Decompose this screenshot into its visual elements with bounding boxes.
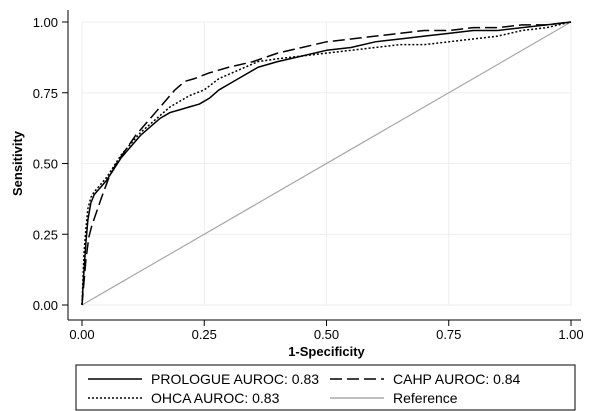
legend-label: OHCA AUROC: 0.83 xyxy=(151,390,280,406)
x-tick-label: 0.75 xyxy=(436,327,461,342)
x-tick-label: 0.25 xyxy=(192,327,217,342)
roc-curve-1 xyxy=(81,21,572,306)
y-tick-label: 1.00 xyxy=(33,15,58,30)
x-axis-title: 1-Specificity xyxy=(288,344,365,359)
y-tick-label: 0.75 xyxy=(33,86,58,101)
reference-layer xyxy=(81,21,572,306)
roc-curve-2 xyxy=(81,21,572,306)
axes: 0.00 0.25 0.50 0.75 1.00 0.00 0.25 0.50 0.75 1.00 xyxy=(33,10,584,342)
legend: PROLOGUE AUROC: 0.83 CAHP AUROC: 0.84 OHCA… xyxy=(75,364,576,411)
y-tick-label: 0.00 xyxy=(33,298,58,313)
grid-lines xyxy=(68,10,581,320)
x-tick-label: 1.00 xyxy=(558,327,583,342)
legend-label: Reference xyxy=(393,390,458,406)
legend-box xyxy=(75,364,576,411)
legend-label: PROLOGUE AUROC: 0.83 xyxy=(151,371,319,387)
roc-curve-0 xyxy=(81,21,572,306)
x-tick-label: 0.00 xyxy=(69,327,94,342)
y-tick-label: 0.50 xyxy=(33,157,58,172)
y-axis-title: Sensitivity xyxy=(10,130,25,196)
y-tick-label: 0.25 xyxy=(33,227,58,242)
x-tick-label: 0.50 xyxy=(314,327,339,342)
series-layer xyxy=(81,21,572,306)
reference-line xyxy=(81,21,572,306)
legend-label: CAHP AUROC: 0.84 xyxy=(393,371,521,387)
